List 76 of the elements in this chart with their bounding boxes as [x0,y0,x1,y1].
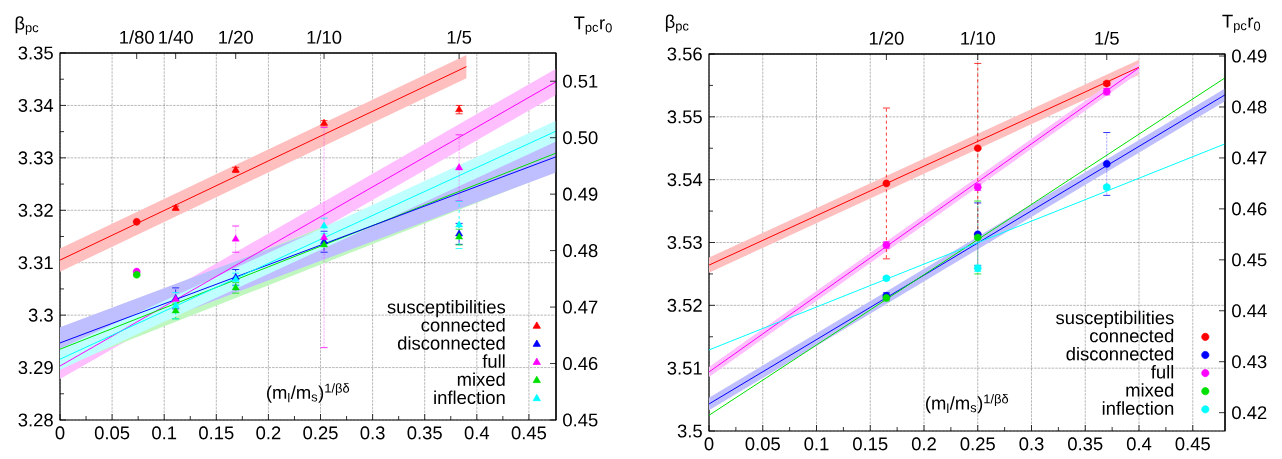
x-tick-label: 0.4 [464,426,490,440]
x-tick-label: 0.2 [911,437,936,451]
y2-tick-label: 0.44 [1232,304,1267,318]
y-tick-label: 3.51 [667,361,702,375]
text: 1/10 [307,30,342,44]
x-tick-label: 0.05 [745,437,780,451]
y2-tick-label: 0.46 [1232,202,1267,216]
text: 1/20 [219,30,253,44]
y-tick-label: 3.3 [28,308,53,322]
y-axis-title: β$_{pc}$ [665,14,689,34]
y2-tick-label: 0.47 [563,300,598,314]
y2-tick-label: 0.48 [563,244,598,258]
y2-tick-label: 0.46 [563,357,598,371]
y-tick-label: 3.32 [18,203,53,217]
text: 1/20 [869,31,904,45]
legend-label: mixed [1126,383,1174,397]
y-tick-label: 3.31 [18,256,53,270]
x-tick-label: 0.1 [152,426,177,440]
text: 1/5 [447,30,472,44]
y2-tick-label: 0.45 [563,413,598,427]
x-tick-label: 0.25 [303,426,338,440]
text: 1/5 [1095,31,1119,45]
y-tick-label: 3.52 [667,298,702,312]
legend-title: susceptibilities [387,299,506,318]
y2-tick-label: 0.42 [1232,406,1267,420]
y2-tick-label: 0.49 [563,187,598,201]
y2-axis-title: T$_{pc}$r$_{0}$ [574,16,612,35]
y-tick-label: 3.53 [667,235,702,250]
y2-tick-label: 0.43 [1232,355,1267,369]
text: 1/80 [120,30,154,44]
legend-label: mixed [457,372,505,386]
y2-tick-label: 0.45 [1232,253,1267,267]
x-tick-label: 0.15 [199,426,234,440]
x-tick-label: 0.3 [360,426,385,440]
legend-label: connected [421,318,505,332]
x-tick-label: 0.45 [511,426,547,440]
legend-title: susceptibilities [1056,310,1174,328]
legend-label: disconnected [397,336,505,350]
legend-label: inflection [434,390,505,405]
x-tick-label: 0.45 [1175,437,1210,451]
y-axis-title: β$_{pc}$ [15,16,39,35]
x-tick-label: 0.15 [853,437,888,451]
x-axis-title: (m$_{l}$/m$_{s}$)$^{1/βδ}$ [926,393,1009,414]
x-tick-label: 0.25 [960,437,995,451]
x-axis-title: (m$_{l}$/m$_{s}$)$^{1/βδ}$ [267,383,350,403]
x-tick-label: 0.1 [804,437,829,451]
x-tick-label: 0.2 [256,426,281,440]
y-tick-label: 3.28 [18,413,53,427]
y2-tick-label: 0.47 [1232,151,1267,165]
x-tick-label: 0 [55,426,65,440]
y2-tick-label: 0.48 [1232,100,1267,114]
legend-label: disconnected [1066,346,1174,361]
x-tick-label: 0.3 [1019,437,1044,451]
legend-label: full [482,354,505,368]
y-tick-label: 3.33 [18,151,53,165]
y-tick-label: 3.54 [667,173,703,187]
x-tick-label: 0.35 [407,426,442,440]
y-tick-label: 3.35 [18,46,53,60]
y2-tick-label: 0.49 [1232,49,1267,63]
x-tick-label: 0 [704,437,714,451]
x-tick-label: 0.35 [1068,437,1103,451]
y-tick-label: 3.29 [18,361,53,375]
legend-label: connected [1090,328,1174,343]
x-tick-label: 0.4 [1126,437,1152,451]
y2-tick-label: 0.50 [563,131,598,145]
legend-label: inflection [1102,401,1174,415]
y-tick-label: 3.55 [667,110,702,124]
y2-tick-label: 0.51 [563,74,598,88]
legend-label: full [1151,365,1174,379]
y-tick-label: 3.34 [18,98,54,112]
text: 1/40 [159,30,193,44]
y-tick-label: 3.56 [667,47,702,61]
text: 1/10 [961,31,995,45]
y2-axis-title: T$_{pc}$r$_{0}$ [1222,14,1261,33]
x-tick-label: 0.05 [94,426,130,440]
y-tick-label: 3.5 [677,424,702,438]
